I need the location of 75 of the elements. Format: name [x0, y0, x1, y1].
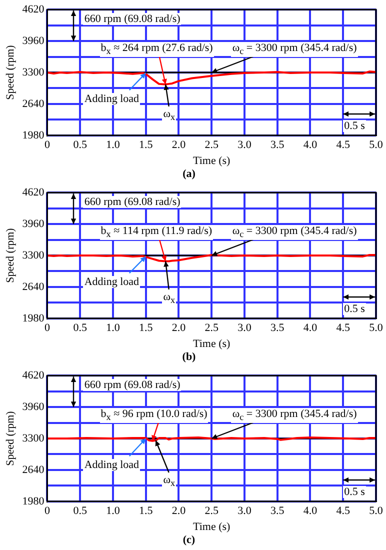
x-axis-title: Time (s)	[193, 521, 231, 534]
annotation: 0.5 s	[343, 120, 366, 132]
annotation: ω$_{x}$	[162, 108, 176, 123]
y-tick-label: 3960	[22, 400, 45, 413]
x-tick-label: 3.5	[270, 138, 285, 151]
x-tick-label: 4.0	[303, 322, 318, 334]
x-tick-label: 0.5	[73, 322, 88, 334]
text: (b)	[182, 351, 196, 364]
x-tick-label: 5.0	[369, 322, 384, 334]
x-tick-label: 1.0	[106, 504, 120, 517]
y-tick-label: 4620	[22, 3, 45, 16]
y-tick-label: 1980	[22, 129, 45, 142]
annotation: Adding load	[83, 276, 140, 288]
x-tick-label: 1.0	[106, 322, 120, 334]
y-tick-label: 4620	[22, 186, 45, 198]
x-tick-label: 2.0	[172, 504, 186, 517]
y-axis-title: Speed (rpm)	[4, 410, 16, 466]
y-axis-title: Speed (rpm)	[4, 228, 16, 283]
x-tick-label: 5.0	[369, 138, 384, 151]
y-axis-title: Speed (rpm)	[4, 44, 16, 100]
y-tick-label: 3300	[22, 66, 45, 78]
y-tick-label: 2640	[22, 464, 45, 476]
x-tick-label: 1.5	[138, 322, 154, 334]
annotation: ω$_{x}$	[162, 290, 176, 306]
y-tick-label: 3300	[22, 432, 45, 444]
x-tick-label: 3.0	[238, 322, 252, 334]
x-tick-label: 1.0	[106, 138, 120, 151]
annotation: ω$_{x}$	[162, 474, 176, 489]
y-tick-label: 3960	[22, 218, 45, 230]
x-axis-title: Time (s)	[193, 338, 231, 350]
x-tick-label: 4.5	[336, 504, 350, 517]
y-tick-label: 2640	[22, 98, 45, 110]
x-tick-label: 1.5	[138, 504, 154, 517]
x-tick-label: 4.0	[303, 138, 318, 151]
x-tick-label: 0	[44, 322, 50, 334]
y-tick-label: 4620	[22, 369, 45, 382]
annotation: 660 rpm (69.08 rad/s)	[83, 379, 182, 392]
annotation: ω$_{c}$ = 3300 rpm (345.4 rad/s)	[231, 408, 358, 424]
x-tick-label: 4.0	[303, 504, 318, 517]
x-tick-label: 4.5	[336, 322, 350, 334]
y-tick-label: 1980	[22, 312, 45, 324]
x-tick-label: 2.5	[204, 138, 219, 151]
text: (a)	[182, 168, 196, 180]
annotation: b$_{x}$ ≈ 264 rpm (27.6 rad/s)	[100, 42, 214, 58]
annotation: 660 rpm (69.08 rad/s)	[83, 196, 182, 208]
annotation: Adding load	[83, 458, 140, 471]
x-tick-label: 2.0	[172, 322, 186, 334]
x-tick-label: 3.0	[238, 504, 252, 517]
x-tick-label: 3.5	[270, 504, 285, 517]
text: (c)	[182, 534, 196, 546]
annotation: b$_{x}$ ≈ 114 rpm (11.9 rad/s)	[100, 225, 214, 240]
x-tick-label: 0.5	[73, 138, 88, 151]
annotation: ω$_{c}$ = 3300 rpm (345.4 rad/s)	[231, 225, 358, 240]
annotation: 0.5 s	[343, 303, 366, 316]
x-tick-label: 2.5	[204, 322, 219, 334]
x-tick-label: 5.0	[369, 504, 384, 517]
x-tick-label: 2.5	[204, 504, 219, 517]
x-tick-label: 0.5	[73, 504, 88, 517]
x-tick-label: 4.5	[336, 138, 350, 151]
annotation: 0.5 s	[343, 486, 366, 498]
annotation: b$_{x}$ ≈ 96 rpm (10.0 rad/s)	[100, 408, 208, 424]
y-tick-label: 2640	[22, 280, 45, 293]
x-tick-label: 1.5	[138, 138, 154, 151]
x-tick-label: 0	[44, 504, 50, 517]
x-tick-label: 3.0	[238, 138, 252, 151]
annotation: 660 rpm (69.08 rad/s)	[83, 13, 182, 26]
x-tick-label: 0	[44, 138, 50, 151]
y-tick-label: 3300	[22, 249, 45, 262]
y-tick-label: 1980	[22, 495, 45, 508]
x-axis-title: Time (s)	[193, 155, 231, 168]
annotation: Adding load	[83, 92, 140, 105]
x-tick-label: 2.0	[172, 138, 186, 151]
y-tick-label: 3960	[22, 34, 45, 47]
x-tick-label: 3.5	[270, 322, 285, 334]
annotation: ω$_{c}$ = 3300 rpm (345.4 rad/s)	[231, 42, 358, 58]
